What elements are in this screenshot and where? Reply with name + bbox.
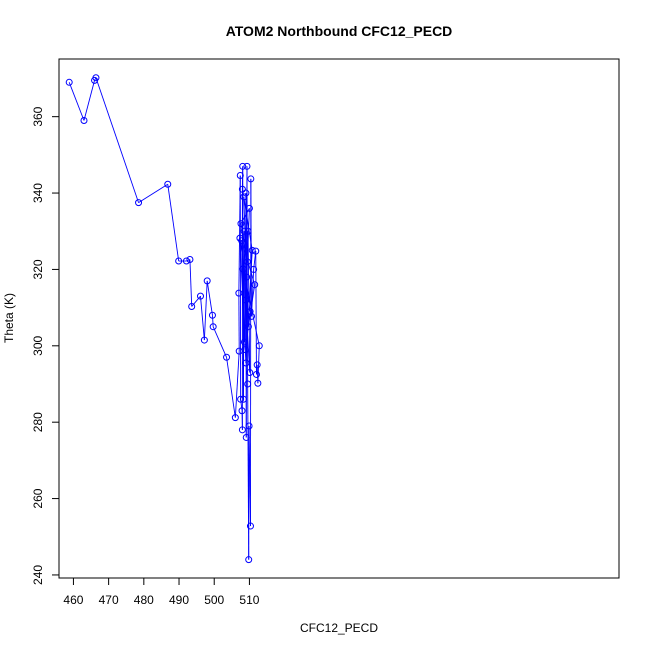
y-tick-label: 340 <box>31 183 45 203</box>
series-segment <box>243 196 249 327</box>
data-point <box>248 312 256 320</box>
data-point <box>196 292 204 300</box>
data-point <box>242 189 250 197</box>
x-tick-label: 500 <box>204 593 224 607</box>
y-axis-label: Theta (K) <box>2 293 16 343</box>
series-segment <box>203 280 208 341</box>
series-segment <box>212 326 227 358</box>
data-point <box>255 342 263 350</box>
data-point <box>223 353 231 361</box>
y-tick-label: 300 <box>31 335 45 355</box>
data-point <box>239 395 247 403</box>
data-point <box>243 162 251 170</box>
data-point <box>243 258 251 266</box>
data-point <box>208 311 216 319</box>
series-segment <box>167 184 180 262</box>
data-point <box>242 433 250 441</box>
x-tick-label: 490 <box>169 593 189 607</box>
data-point <box>243 273 251 281</box>
data-point <box>242 359 250 367</box>
data-point <box>252 247 260 255</box>
data-point <box>239 265 247 273</box>
data-point <box>164 180 172 188</box>
data-point <box>238 407 246 415</box>
data-point <box>236 171 244 179</box>
data-point <box>240 193 248 201</box>
y-tick-label: 360 <box>31 106 45 126</box>
series-segment <box>83 80 95 121</box>
series-segment <box>189 259 193 307</box>
chart-title: ATOM2 Northbound CFC12_PECD <box>226 23 453 39</box>
data-point <box>188 302 196 310</box>
data-point <box>242 296 250 304</box>
data-point <box>240 338 248 346</box>
series-segment <box>246 208 250 278</box>
data-point <box>182 257 190 265</box>
data-point <box>253 361 261 369</box>
series-layer <box>65 74 263 564</box>
series-segment <box>191 295 201 307</box>
y-tick-label: 320 <box>31 259 45 279</box>
data-point <box>240 227 248 235</box>
data-point <box>175 257 183 265</box>
series-segment <box>212 315 214 327</box>
x-axis-label: CFC12_PECD <box>300 621 378 635</box>
data-point <box>245 556 253 564</box>
data-point <box>236 234 244 242</box>
series-segment <box>200 296 205 341</box>
data-point <box>248 246 256 254</box>
series-segment <box>243 196 253 251</box>
data-point <box>238 426 246 434</box>
data-point <box>241 346 249 354</box>
series-segment <box>95 77 139 203</box>
plot-frame <box>58 58 620 579</box>
data-point <box>250 265 258 273</box>
axes-layer: 460 470 480 490 500 510 240 260 280 300 320 340 360 <box>31 106 260 607</box>
data-point <box>245 204 253 212</box>
y-tick-label: 260 <box>31 488 45 508</box>
data-point <box>65 78 73 86</box>
data-point <box>252 370 260 378</box>
x-tick-label: 510 <box>239 593 259 607</box>
data-point <box>80 116 88 124</box>
series-segment <box>206 280 213 316</box>
data-point <box>239 162 247 170</box>
series-segment <box>138 183 169 203</box>
series-segment <box>234 351 240 418</box>
x-tick-label: 480 <box>134 593 154 607</box>
data-point <box>246 369 254 377</box>
data-point <box>246 522 254 530</box>
data-point <box>235 289 243 297</box>
data-point <box>92 74 100 82</box>
series-segment <box>226 357 236 418</box>
series-segment <box>247 284 256 327</box>
data-point <box>238 185 246 193</box>
x-tick-label: 470 <box>99 593 119 607</box>
data-point <box>203 277 211 285</box>
series-segment <box>257 345 260 384</box>
data-point <box>186 255 194 263</box>
data-point <box>244 380 252 388</box>
series-segment <box>241 240 256 285</box>
data-point <box>237 395 245 403</box>
data-point <box>247 175 255 183</box>
data-point <box>254 379 262 387</box>
data-point <box>237 220 245 228</box>
y-tick-label: 240 <box>31 565 45 585</box>
data-point <box>209 323 217 331</box>
series-segment <box>68 82 85 121</box>
y-tick-label: 280 <box>31 412 45 432</box>
x-tick-label: 460 <box>63 593 83 607</box>
data-point <box>244 227 252 235</box>
series-segment <box>244 277 248 343</box>
data-point <box>246 307 254 315</box>
data-point <box>245 422 253 430</box>
data-point <box>244 323 252 331</box>
data-point <box>251 281 259 289</box>
data-point <box>200 336 208 344</box>
data-point <box>135 199 143 207</box>
data-point <box>231 414 239 422</box>
